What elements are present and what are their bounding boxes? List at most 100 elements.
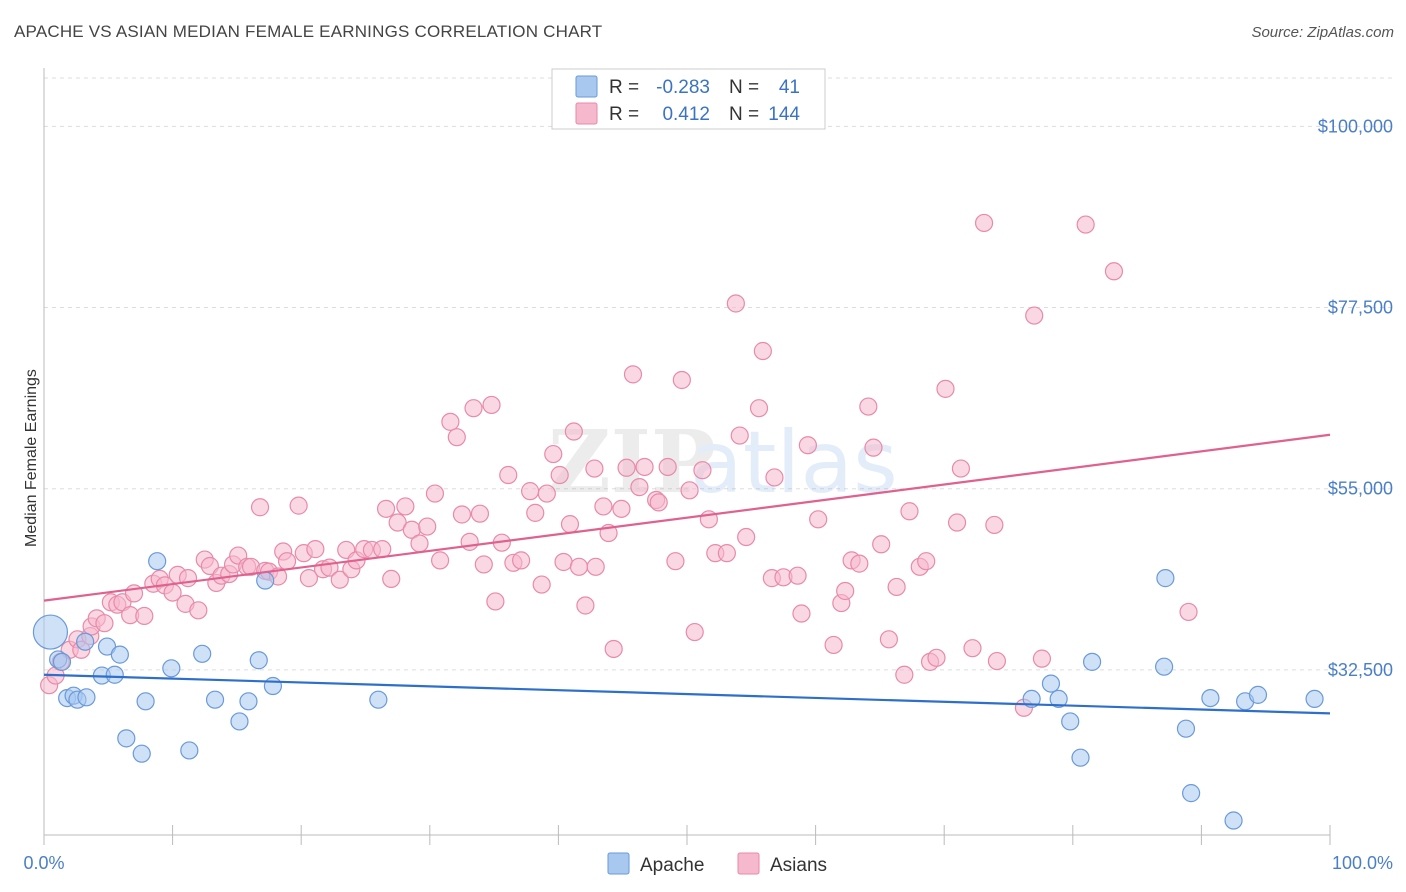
asian-point <box>564 422 583 441</box>
apache-point <box>52 652 72 671</box>
legend: R = -0.283 N = 41 R = 0.412 N = 144 <box>551 68 826 130</box>
legend-n-value-asian: 144 <box>768 104 800 125</box>
asian-point <box>526 503 545 522</box>
y-tick-label: $55,000 <box>1328 479 1393 499</box>
asian-point <box>737 527 756 547</box>
asian-point <box>512 551 531 570</box>
apache-point <box>369 690 388 709</box>
apache-point <box>249 651 268 670</box>
legend-swatch-asian <box>575 102 598 125</box>
legend-swatch-apache <box>575 75 598 98</box>
grid <box>44 77 1392 671</box>
x-tick-label: 100.0% <box>1332 853 1393 873</box>
asian-point <box>95 614 114 633</box>
apache-point <box>1082 652 1102 671</box>
asian-point <box>612 499 631 518</box>
apache-point <box>132 744 151 763</box>
asian-point <box>879 630 899 649</box>
asian-point <box>985 515 1004 535</box>
asian-point <box>726 294 745 313</box>
asian-point <box>730 426 749 445</box>
asian-point <box>306 540 325 559</box>
asian-point <box>585 459 604 478</box>
asian-point <box>850 554 869 573</box>
asian-point <box>717 544 736 563</box>
asian-point <box>936 379 955 398</box>
asian-point <box>537 484 556 503</box>
y-tick-label: $32,500 <box>1328 660 1393 680</box>
axes <box>43 68 1331 845</box>
apache-point <box>1022 689 1041 709</box>
asian-point <box>499 465 518 485</box>
asian-point <box>987 651 1007 671</box>
asian-point <box>560 515 580 534</box>
bottom-legend: Apache Asians <box>607 852 827 876</box>
asian-point <box>947 513 967 532</box>
asian-point <box>441 412 460 431</box>
bottom-legend-swatch-apache <box>607 852 630 875</box>
legend-n-value-apache: 41 <box>779 77 800 98</box>
asian-point <box>430 551 450 570</box>
apache-point <box>77 688 96 707</box>
apache-point <box>205 690 225 709</box>
asian-point <box>963 639 982 658</box>
asian-point <box>486 592 505 611</box>
asian-point <box>864 438 883 457</box>
asian-point <box>604 639 623 659</box>
asian-point <box>900 502 919 521</box>
legend-n-label-asian: N = <box>729 104 759 125</box>
apache-point <box>76 632 95 651</box>
asian-point <box>452 505 472 524</box>
apache-point <box>110 645 129 664</box>
asian-points <box>40 213 1198 717</box>
asian-point <box>189 601 208 620</box>
asian-point <box>630 478 649 497</box>
asian-point <box>532 575 551 594</box>
apache-point <box>256 571 275 590</box>
asian-point <box>550 465 569 485</box>
bottom-legend-asians: Asians <box>770 855 827 876</box>
asian-point <box>765 468 784 487</box>
y-tick-label: $100,000 <box>1318 116 1393 136</box>
asian-point <box>289 496 308 515</box>
apache-point <box>180 741 199 760</box>
asian-point <box>1104 262 1124 281</box>
y-axis-label: Median Female Earnings <box>23 369 40 547</box>
asian-point <box>917 552 936 571</box>
asian-point <box>277 552 297 571</box>
asian-point <box>373 540 392 559</box>
apache-point <box>1155 657 1174 676</box>
apache-point <box>1041 674 1061 693</box>
bottom-legend-swatch-asian <box>737 852 760 875</box>
asian-point <box>927 648 946 667</box>
asian-point <box>887 577 906 597</box>
apache-point <box>1305 689 1324 709</box>
asian-point <box>649 493 668 512</box>
x-tick-label: 0.0% <box>23 853 64 873</box>
asian-point <box>460 532 479 551</box>
asian-point <box>382 569 401 589</box>
apache-point <box>1156 569 1175 588</box>
apache-point <box>162 659 181 678</box>
asian-point <box>672 370 691 390</box>
apache-point <box>1248 685 1268 704</box>
asian-point <box>200 556 219 576</box>
apache-point <box>263 676 283 696</box>
asian-point <box>895 665 914 684</box>
asian-point <box>635 457 654 477</box>
apache-point <box>105 665 124 684</box>
asian-point <box>809 510 828 529</box>
asian-point <box>544 444 563 464</box>
asian-point <box>330 570 349 589</box>
asian-point <box>569 557 589 576</box>
asian-point <box>250 498 270 517</box>
asian-point <box>410 534 429 553</box>
legend-r-label-asian: R = <box>609 104 639 125</box>
asian-point <box>693 461 712 480</box>
asians-trend-line <box>43 433 1331 602</box>
asian-point <box>178 569 198 588</box>
apache-point <box>148 552 167 571</box>
legend-r-label-apache: R = <box>609 77 639 98</box>
asian-point <box>576 596 595 615</box>
